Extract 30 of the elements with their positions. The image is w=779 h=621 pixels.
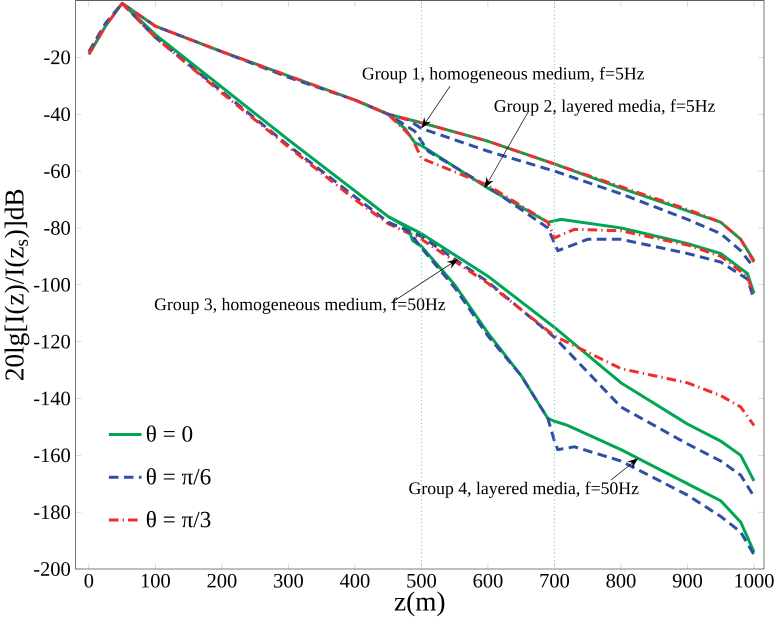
legend-label: θ = π/6 [146, 468, 211, 485]
y-axis-title: 20lg[I(z)/I(z$_{s}$)]dB [4, 190, 30, 380]
x-tick-label: 500 [407, 574, 436, 588]
y-tick-label: -160 [34, 448, 70, 462]
y-tick-label: -20 [44, 50, 70, 64]
y-tick-label: -180 [34, 505, 70, 520]
annotation: Group 4, layered media, f=50Hz [409, 482, 638, 498]
y-tick-label: -200 [34, 562, 70, 576]
y-tick-label: -100 [34, 278, 70, 292]
legend-label: θ = π/3 [146, 511, 210, 528]
legend-label: θ = 0 [146, 425, 192, 442]
x-tick-label: 1000 [735, 574, 774, 588]
x-tick-label: 800 [606, 574, 636, 588]
annotation: Group 2, layered media, f=5Hz [494, 99, 715, 116]
annotation: Group 1, homogeneous medium, f=5Hz [362, 66, 644, 84]
x-tick-label: 0 [84, 574, 94, 588]
x-tick-label: 300 [274, 574, 303, 588]
y-tick-label: -140 [34, 392, 70, 406]
x-tick-label: 200 [207, 574, 236, 588]
annotation: Group 3, homogeneous medium, f=50Hz [154, 298, 446, 314]
x-axis-title: z(m) [394, 592, 444, 616]
x-tick-label: 700 [540, 574, 570, 588]
y-tick-label: -60 [44, 164, 70, 178]
y-tick-label: -40 [44, 107, 70, 122]
x-tick-label: 600 [473, 574, 503, 588]
x-tick-label: 900 [672, 574, 702, 588]
x-tick-label: 400 [340, 574, 370, 588]
y-tick-label: -80 [44, 221, 70, 235]
x-tick-label: 100 [142, 574, 170, 588]
y-tick-label: -120 [34, 334, 70, 349]
